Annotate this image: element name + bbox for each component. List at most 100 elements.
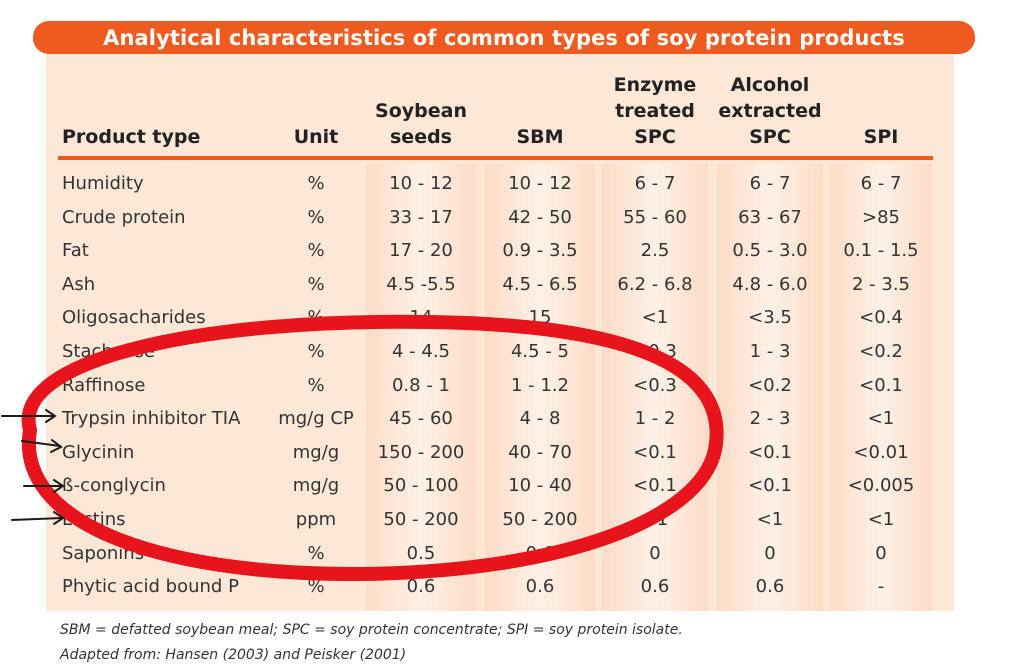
header-alcohol-spc-line-1: Alcohol bbox=[730, 74, 810, 96]
cell-soybean-seeds: 4 - 4.5 bbox=[391, 341, 451, 362]
cell-alcohol-spc: <1 bbox=[756, 509, 784, 530]
cell-soybean-seeds: 150 - 200 bbox=[377, 441, 465, 463]
cell-unit: % bbox=[307, 341, 325, 362]
table-title: Analytical characteristics of common typ… bbox=[33, 21, 975, 54]
cell-alcohol-spc: 4.8 - 6.0 bbox=[732, 273, 808, 295]
cell-sbm: 4 - 8 bbox=[519, 408, 561, 430]
cell-product-type: Trypsin inhibitor TIA bbox=[62, 408, 241, 430]
cell-sbm: 0.9 - 3.5 bbox=[502, 240, 578, 262]
header-rule bbox=[58, 156, 933, 160]
footnote-abbreviations: SBM = defatted soybean meal; SPC = soy p… bbox=[60, 622, 683, 638]
cell-soybean-seeds: 50 - 200 bbox=[383, 509, 459, 530]
cell-enzyme-spc: 0 bbox=[649, 542, 661, 564]
header-sbm: SBM bbox=[516, 126, 564, 148]
footnote-sources: Adapted from: Hansen (2003) and Peisker … bbox=[60, 647, 407, 663]
header-soybean-seeds-line-2: seeds bbox=[390, 126, 452, 148]
arrow-to-trypsin-icon bbox=[1, 409, 57, 423]
header-enzyme-spc-line-3: SPC bbox=[634, 126, 676, 148]
table-row: Crude protein% 33 - 17 42 - 50 55 - 60 63 - … bbox=[0, 201, 1024, 234]
cell-enzyme-spc: <0.1 bbox=[633, 441, 677, 463]
cell-spi: 2 - 3.5 bbox=[851, 273, 911, 295]
header-enzyme-spc-line-2: treated bbox=[615, 100, 695, 122]
cell-unit: % bbox=[307, 374, 325, 396]
cell-product-type: Fat bbox=[62, 240, 89, 262]
cell-enzyme-spc: 6.2 - 6.8 bbox=[617, 273, 693, 295]
column-band-alcohol-spc bbox=[717, 164, 823, 611]
cell-alcohol-spc: <0.2 bbox=[748, 374, 792, 396]
cell-spi: - bbox=[877, 576, 885, 598]
header-unit: Unit bbox=[293, 126, 339, 148]
cell-soybean-seeds: 50 - 100 bbox=[383, 475, 459, 497]
cell-sbm: 42 - 50 bbox=[508, 206, 572, 228]
table-row: Raffinose% 0.8 - 1 1 - 1.2 <0.3 <0.2 <0.1 bbox=[0, 369, 1024, 402]
cell-enzyme-spc: 55 - 60 bbox=[623, 206, 687, 228]
cell-alcohol-spc: <0.1 bbox=[748, 441, 792, 463]
cell-unit: mg/g bbox=[292, 441, 340, 463]
cell-spi: 0 bbox=[875, 542, 887, 564]
cell-soybean-seeds: 0.6 bbox=[406, 576, 436, 598]
cell-alcohol-spc: 6 - 7 bbox=[749, 173, 791, 194]
cell-spi: 6 - 7 bbox=[860, 173, 902, 194]
cell-soybean-seeds: 10 - 12 bbox=[389, 173, 453, 194]
cell-soybean-seeds: 45 - 60 bbox=[389, 408, 453, 430]
table-row: Ash% 4.5 -5.5 4.5 - 6.5 6.2 - 6.8 4.8 - 6.0 2… bbox=[0, 268, 1024, 301]
cell-enzyme-spc: <0.3 bbox=[633, 374, 677, 396]
table-row: Phytic acid bound P% 0.6 0.6 0.6 0.6 - bbox=[0, 570, 1024, 603]
cell-spi: >85 bbox=[862, 206, 900, 228]
cell-enzyme-spc: 0.6 bbox=[640, 576, 670, 598]
table-row: Glycinin mg/g 150 - 200 40 - 70 <0.1 <0.1 <0.0… bbox=[0, 436, 1024, 469]
cell-unit: % bbox=[307, 576, 325, 598]
cell-unit: % bbox=[307, 542, 325, 564]
cell-soybean-seeds: 0.8 - 1 bbox=[391, 374, 451, 396]
cell-sbm: 10 - 12 bbox=[508, 173, 572, 194]
cell-product-type: ß-conglycin bbox=[62, 475, 166, 497]
cell-unit: mg/g bbox=[292, 475, 340, 497]
cell-soybean-seeds: 4.5 -5.5 bbox=[386, 273, 456, 295]
cell-alcohol-spc: <0.1 bbox=[748, 475, 792, 497]
cell-enzyme-spc: <0.1 bbox=[633, 475, 677, 497]
cell-alcohol-spc: <3.5 bbox=[748, 307, 792, 329]
cell-alcohol-spc: 1 - 3 bbox=[749, 341, 791, 362]
cell-unit: mg/g CP bbox=[278, 408, 354, 430]
table-row: Trypsin inhibitor TIA mg/g CP 45 - 60 4 - 8… bbox=[0, 402, 1024, 435]
cell-soybean-seeds: 33 - 17 bbox=[389, 206, 453, 228]
cell-product-type: Oligosacharides bbox=[62, 307, 206, 329]
cell-enzyme-spc: 2.5 bbox=[640, 240, 670, 262]
header-soybean-seeds-line-1: Soybean bbox=[375, 100, 467, 122]
table-row: Humidity% 10 - 12 10 - 12 6 - 7 6 - 7 6 - 7 bbox=[0, 167, 1024, 200]
cell-sbm: 1 - 1.2 bbox=[510, 374, 570, 396]
column-band-spi bbox=[830, 164, 932, 611]
cell-spi: <0.005 bbox=[847, 475, 915, 497]
header-soybean-seeds: Soybean seeds bbox=[366, 98, 476, 150]
cell-product-type: Phytic acid bound P bbox=[62, 576, 239, 598]
cell-product-type: Glycinin bbox=[62, 441, 135, 463]
cell-alcohol-spc: 63 - 67 bbox=[738, 206, 802, 228]
cell-sbm: 0.6 bbox=[525, 576, 555, 598]
cell-spi: <0.1 bbox=[859, 374, 903, 396]
cell-alcohol-spc: 0.6 bbox=[755, 576, 785, 598]
header-spi: SPI bbox=[863, 126, 899, 148]
cell-unit: ppm bbox=[295, 509, 337, 530]
header-enzyme-spc-line-1: Enzyme bbox=[613, 74, 697, 96]
cell-soybean-seeds: 0.5 bbox=[406, 542, 436, 564]
cell-sbm: 4.5 - 5 bbox=[510, 341, 570, 362]
cell-sbm: 40 - 70 bbox=[508, 441, 572, 463]
cell-soybean-seeds: 17 - 20 bbox=[389, 240, 453, 262]
arrow-to-lectins-icon bbox=[11, 511, 65, 525]
cell-alcohol-spc: 2 - 3 bbox=[749, 408, 791, 430]
cell-unit: % bbox=[307, 273, 325, 295]
cell-spi: <0.4 bbox=[859, 307, 903, 329]
arrow-to-conglycin-icon bbox=[23, 479, 65, 493]
cell-sbm: 4.5 - 6.5 bbox=[502, 273, 578, 295]
header-alcohol-spc: Alcohol extracted SPC bbox=[712, 72, 828, 150]
cell-product-type: Raffinose bbox=[62, 374, 146, 396]
cell-unit: % bbox=[307, 240, 325, 262]
cell-unit: % bbox=[307, 173, 325, 194]
arrow-to-glycinin-icon bbox=[21, 439, 63, 453]
cell-alcohol-spc: 0.5 - 3.0 bbox=[732, 240, 808, 262]
red-ellipse-annotation bbox=[21, 314, 724, 582]
table-row: Fat% 17 - 20 0.9 - 3.5 2.5 0.5 - 3.0 0.1 - 1.… bbox=[0, 234, 1024, 267]
column-band-soybean-seeds bbox=[366, 164, 476, 611]
cell-spi: <0.01 bbox=[853, 441, 909, 463]
